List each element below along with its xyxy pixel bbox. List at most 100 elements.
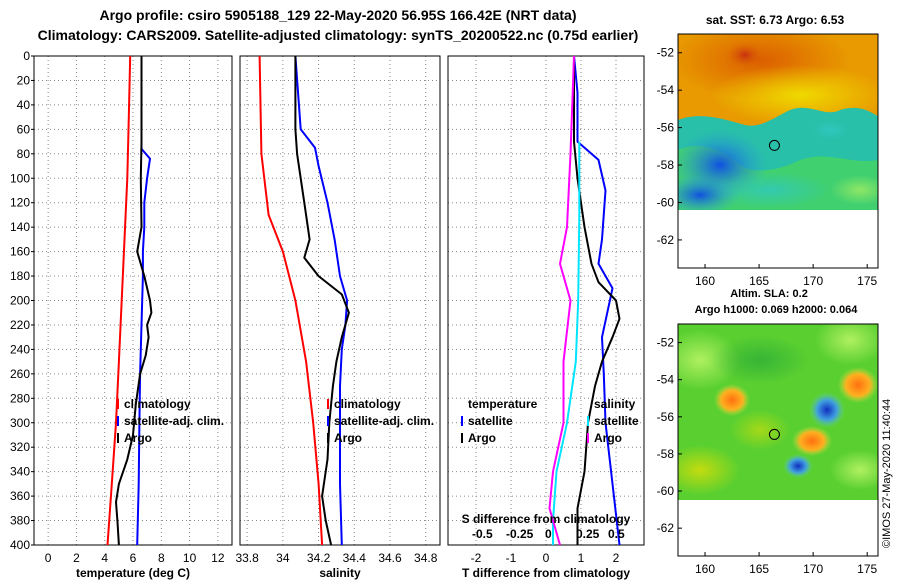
legend-item: satellite-adj. clim. xyxy=(334,414,434,428)
map-y-tick-label: -52 xyxy=(657,46,675,60)
series-satellite-adj-clim- xyxy=(136,56,151,546)
difference-top-tick-label: -0.5 xyxy=(472,527,493,541)
legend-item-temperature: Argo xyxy=(468,431,496,445)
sla-map-frame xyxy=(677,323,879,557)
legend-title-salinity: salinity xyxy=(594,397,636,411)
difference-legend: temperature salinity satellite Argo satellit… xyxy=(461,397,639,445)
depth-tick-label: 340 xyxy=(10,465,30,479)
difference-top-tick-label: 0.25 xyxy=(576,527,600,541)
map-y-tick-label: -60 xyxy=(657,195,675,209)
difference-x-tick-label: 1 xyxy=(578,551,585,565)
temperature-x-tick-label: 6 xyxy=(130,551,137,565)
depth-tick-label: 40 xyxy=(17,98,31,112)
temperature-legend: climatology satellite-adj. clim. Argo xyxy=(117,397,224,445)
profile-panels: 0204060801001201401601802002202402602803… xyxy=(10,49,645,580)
sla-map-subtitle: Argo h1000: 0.069 h2000: 0.064 xyxy=(695,304,859,316)
salinity-x-tick-label: 34.6 xyxy=(378,551,402,565)
salinity-x-tick-label: 34.4 xyxy=(343,551,367,565)
series-climatology xyxy=(258,55,324,546)
depth-tick-label: 160 xyxy=(10,245,30,259)
salinity-x-tick-label: 34 xyxy=(276,551,290,565)
legend-item: satellite-adj. clim. xyxy=(124,414,224,428)
map-y-tick-label: -54 xyxy=(657,83,675,97)
legend-item: Argo xyxy=(124,431,152,445)
depth-tick-label: 100 xyxy=(10,171,30,185)
difference-top-axis-label: S difference from climatology xyxy=(462,512,631,526)
imos-credit: ©IMOS 27-May-2020 11:40:44 xyxy=(881,399,893,548)
salinity-x-axis-label: salinity xyxy=(319,566,361,580)
depth-tick-label: 400 xyxy=(10,538,30,552)
map-y-tick-label: -58 xyxy=(657,447,675,461)
legend-item-salinity: satellite xyxy=(594,414,639,428)
temperature-x-tick-label: 4 xyxy=(101,551,108,565)
legend-item-temperature: satellite xyxy=(468,414,513,428)
map-x-tick-label: 170 xyxy=(803,274,823,288)
temperature-x-tick-label: 12 xyxy=(211,551,225,565)
map-x-tick-label: 175 xyxy=(857,274,877,288)
depth-tick-label: 280 xyxy=(10,391,30,405)
temperature-x-axis-label: temperature (deg C) xyxy=(76,566,190,580)
map-y-tick-label: -60 xyxy=(657,484,675,498)
temperature-x-tick-label: 8 xyxy=(158,551,165,565)
map-x-tick-label: 165 xyxy=(749,562,769,576)
salinity-frame xyxy=(239,55,441,546)
difference-x-tick-label: -1 xyxy=(506,551,517,565)
depth-tick-label: 240 xyxy=(10,342,30,356)
difference-x-tick-label: -2 xyxy=(471,551,482,565)
series-temperature-satellite xyxy=(573,55,621,546)
sst-map-frame xyxy=(677,33,879,269)
sst-map: sat. SST: 6.73 Argo: 6.53 160 165 170 175 -5… xyxy=(657,13,879,288)
sla-argo-position-marker xyxy=(768,428,780,440)
map-y-tick-label: -54 xyxy=(657,373,675,387)
sst-argo-position-marker xyxy=(768,139,780,151)
difference-top-tick-label: 0.5 xyxy=(608,527,625,541)
salinity-x-tick-label: 34.2 xyxy=(307,551,331,565)
depth-tick-label: 200 xyxy=(10,294,30,308)
map-y-tick-label: -62 xyxy=(657,521,675,535)
depth-tick-label: 180 xyxy=(10,269,30,283)
temperature-grid xyxy=(34,55,232,546)
legend-item: climatology xyxy=(334,397,401,411)
series-climatology xyxy=(106,55,132,546)
difference-x-tick-label: 2 xyxy=(613,551,620,565)
panel-salinity: 33.8 34 34.2 34.4 34.6 34.8 salinity climatolog… xyxy=(235,55,441,580)
salinity-x-tick-label: 34.8 xyxy=(414,551,438,565)
series-salinity-argo xyxy=(548,55,575,546)
series-salinity-satellite xyxy=(552,141,581,545)
panel-temperature: 0204060801001201401601802002202402602803… xyxy=(10,49,233,580)
legend-item-salinity: Argo xyxy=(594,431,622,445)
depth-tick-label: 360 xyxy=(10,489,30,503)
map-y-tick-label: -56 xyxy=(657,121,675,135)
depth-tick-label: 20 xyxy=(17,73,31,87)
depth-tick-label: 300 xyxy=(10,416,30,430)
depth-tick-label: 60 xyxy=(17,122,31,136)
map-x-tick-label: 170 xyxy=(803,562,823,576)
depth-tick-label: 220 xyxy=(10,318,30,332)
sla-map: Altim. SLA: 0.2 Argo h1000: 0.069 h2000:… xyxy=(657,288,879,576)
series-satellite-adj-clim- xyxy=(294,55,349,546)
temperature-x-tick-label: 10 xyxy=(183,551,197,565)
difference-top-tick-label: 0 xyxy=(545,527,552,541)
depth-tick-label: 80 xyxy=(17,147,31,161)
sst-map-title: sat. SST: 6.73 Argo: 6.53 xyxy=(706,13,845,27)
depth-tick-label: 320 xyxy=(10,440,30,454)
legend-item: Argo xyxy=(334,431,362,445)
depth-tick-label: 380 xyxy=(10,514,30,528)
map-x-tick-label: 175 xyxy=(857,562,877,576)
difference-top-tick-label: -0.25 xyxy=(506,527,534,541)
difference-x-tick-label: 0 xyxy=(543,551,550,565)
map-y-tick-label: -52 xyxy=(657,336,675,350)
difference-x-axis-label: T difference from climatology xyxy=(462,566,630,580)
salinity-x-tick-label: 33.8 xyxy=(235,551,259,565)
temperature-x-tick-label: 2 xyxy=(73,551,80,565)
series-argo xyxy=(115,56,153,546)
sla-heatmap-field xyxy=(678,324,878,500)
series-argo xyxy=(294,56,350,546)
map-y-tick-label: -62 xyxy=(657,233,675,247)
map-x-tick-label: 160 xyxy=(695,562,715,576)
legend-item: climatology xyxy=(124,397,191,411)
title-line-2: Climatology: CARS2009. Satellite-adjuste… xyxy=(38,27,639,43)
difference-frame xyxy=(447,55,645,546)
